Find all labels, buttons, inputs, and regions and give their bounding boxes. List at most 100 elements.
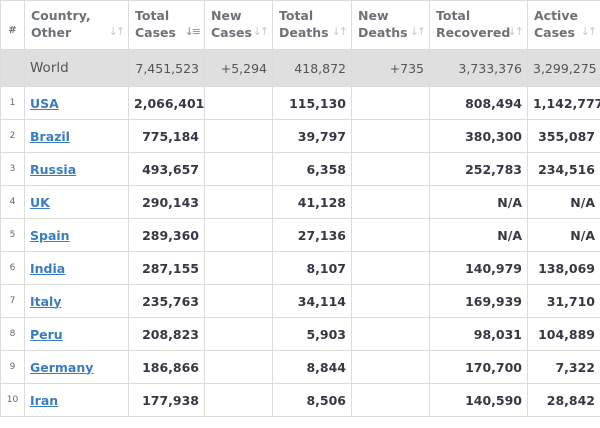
new-cases-cell (204, 218, 273, 252)
new-cases-cell (204, 152, 273, 186)
header-row: # Country, Other ↓↑ Total Cases ↓≡ New C… (0, 0, 600, 50)
table-row: 2 Brazil 775,184 39,797 380,300 355,087 (0, 119, 600, 153)
new-deaths-cell (351, 119, 430, 153)
header-total-deaths-line2: Deaths (279, 25, 329, 40)
header-total-deaths-line1: Total (279, 8, 314, 23)
country-cell: Brazil (24, 119, 129, 153)
row-rank: 1 (0, 86, 25, 120)
country-link[interactable]: Peru (30, 326, 63, 342)
country-link[interactable]: USA (30, 95, 59, 111)
world-total-deaths: 418,872 (272, 49, 352, 87)
header-total-deaths[interactable]: Total Deaths ↓↑ (272, 0, 352, 50)
sort-arrows-icon[interactable]: ↓↑ (580, 25, 598, 38)
new-deaths-cell (351, 350, 430, 384)
total-deaths-cell: 8,107 (272, 251, 352, 285)
header-total-recovered-line1: Total (436, 8, 471, 23)
active-cases-cell: 28,842 (527, 383, 600, 417)
new-cases-cell (204, 185, 273, 219)
sort-arrows-icon[interactable]: ↓↑ (108, 25, 126, 38)
country-cell: Russia (24, 152, 129, 186)
header-total-cases[interactable]: Total Cases ↓≡ (128, 0, 205, 50)
new-cases-cell (204, 119, 273, 153)
total-recovered-cell: 140,979 (429, 251, 528, 285)
country-cell: India (24, 251, 129, 285)
header-country[interactable]: Country, Other ↓↑ (24, 0, 129, 50)
header-total-recovered-line2: Recovered (436, 25, 511, 40)
table-row: 3 Russia 493,657 6,358 252,783 234,516 (0, 152, 600, 186)
active-cases-cell: 104,889 (527, 317, 600, 351)
world-total-cases: 7,451,523 (128, 49, 205, 87)
row-rank: 4 (0, 185, 25, 219)
country-link[interactable]: Italy (30, 293, 62, 309)
table-row: 5 Spain 289,360 27,136 N/A N/A (0, 218, 600, 252)
total-recovered-cell: 169,939 (429, 284, 528, 318)
table-body: World 7,451,523 +5,294 418,872 +735 3,73… (0, 49, 600, 417)
total-recovered-cell: 98,031 (429, 317, 528, 351)
world-total-recovered: 3,733,376 (429, 49, 528, 87)
world-active-cases: 3,299,275 (527, 49, 600, 87)
header-new-deaths-line1: New (358, 8, 389, 23)
sort-arrows-icon[interactable]: ↓↑ (409, 25, 427, 38)
total-cases-cell: 235,763 (128, 284, 205, 318)
row-rank: 3 (0, 152, 25, 186)
country-link[interactable]: Brazil (30, 128, 70, 144)
total-deaths-cell: 8,506 (272, 383, 352, 417)
country-link[interactable]: Russia (30, 161, 77, 177)
header-active-cases[interactable]: Active Cases ↓↑ (527, 0, 600, 50)
country-cell: Spain (24, 218, 129, 252)
new-cases-cell (204, 251, 273, 285)
total-recovered-cell: 252,783 (429, 152, 528, 186)
sort-arrows-icon[interactable]: ↓↑ (507, 25, 525, 38)
new-cases-cell (204, 383, 273, 417)
header-new-deaths[interactable]: New Deaths ↓↑ (351, 0, 430, 50)
active-cases-cell: 31,710 (527, 284, 600, 318)
world-new-cases: +5,294 (204, 49, 273, 87)
country-link[interactable]: India (30, 260, 66, 276)
world-new-deaths: +735 (351, 49, 430, 87)
total-cases-cell: 177,938 (128, 383, 205, 417)
header-new-cases[interactable]: New Cases ↓↑ (204, 0, 273, 50)
table-header: # Country, Other ↓↑ Total Cases ↓≡ New C… (0, 0, 600, 50)
total-cases-cell: 2,066,401 (128, 86, 205, 120)
table-row: 6 India 287,155 8,107 140,979 138,069 (0, 251, 600, 285)
country-cell: Italy (24, 284, 129, 318)
total-cases-cell: 289,360 (128, 218, 205, 252)
header-total-cases-line1: Total (135, 8, 170, 23)
table-row: 10 Iran 177,938 8,506 140,590 28,842 (0, 383, 600, 417)
new-cases-cell (204, 350, 273, 384)
header-total-recovered[interactable]: Total Recovered ↓↑ (429, 0, 528, 50)
total-deaths-cell: 34,114 (272, 284, 352, 318)
total-cases-cell: 290,143 (128, 185, 205, 219)
sort-arrows-icon[interactable]: ↓↑ (331, 25, 349, 38)
new-deaths-cell (351, 86, 430, 120)
country-link[interactable]: Iran (30, 392, 59, 408)
active-cases-cell: 355,087 (527, 119, 600, 153)
total-cases-cell: 287,155 (128, 251, 205, 285)
row-rank: 9 (0, 350, 25, 384)
header-new-cases-line1: New (211, 8, 242, 23)
row-rank: 8 (0, 317, 25, 351)
sort-descending-icon[interactable]: ↓≡ (184, 25, 202, 38)
row-rank: 5 (0, 218, 25, 252)
total-deaths-cell: 41,128 (272, 185, 352, 219)
table-row: 9 Germany 186,866 8,844 170,700 7,322 (0, 350, 600, 384)
table-row: 8 Peru 208,823 5,903 98,031 104,889 (0, 317, 600, 351)
total-cases-cell: 493,657 (128, 152, 205, 186)
header-rank[interactable]: # (0, 0, 25, 50)
total-recovered-cell: N/A (429, 218, 528, 252)
header-country-line1: Country, (31, 8, 91, 23)
header-country-line2: Other (31, 25, 72, 40)
header-new-deaths-line2: Deaths (358, 25, 408, 40)
header-total-cases-line2: Cases (135, 25, 176, 40)
country-link[interactable]: UK (30, 194, 50, 210)
country-cell: Iran (24, 383, 129, 417)
total-deaths-cell: 8,844 (272, 350, 352, 384)
country-link[interactable]: Germany (30, 359, 94, 375)
new-deaths-cell (351, 152, 430, 186)
table-row: 4 UK 290,143 41,128 N/A N/A (0, 185, 600, 219)
new-cases-cell (204, 317, 273, 351)
total-recovered-cell: 808,494 (429, 86, 528, 120)
country-link[interactable]: Spain (30, 227, 70, 243)
new-deaths-cell (351, 185, 430, 219)
sort-arrows-icon[interactable]: ↓↑ (252, 25, 270, 38)
